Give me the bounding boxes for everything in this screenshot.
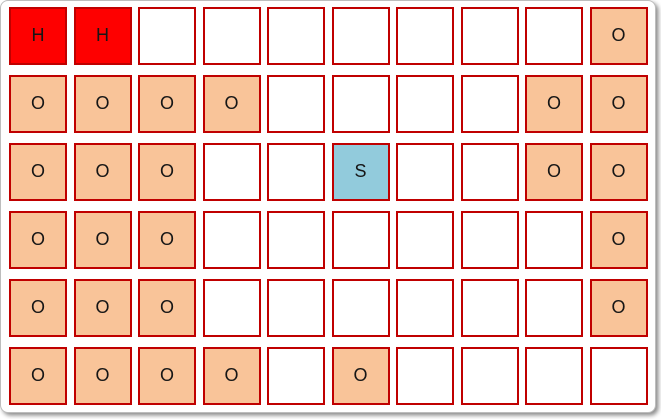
empty-cell[interactable] <box>460 279 519 337</box>
cell-label: S <box>354 161 367 181</box>
empty-cell[interactable] <box>267 143 325 201</box>
cell-label: O <box>159 229 174 249</box>
empty-cell[interactable] <box>396 347 454 405</box>
marked-cell[interactable]: O <box>589 75 648 133</box>
marked-cell[interactable]: O <box>138 143 196 201</box>
marked-cell[interactable]: O <box>138 75 196 133</box>
cell-label: O <box>30 93 45 113</box>
cell-label: O <box>159 297 174 317</box>
empty-cell[interactable] <box>267 75 325 133</box>
empty-cell[interactable] <box>396 279 454 337</box>
empty-cell[interactable] <box>525 211 583 269</box>
marked-cell[interactable]: O <box>138 211 196 269</box>
empty-cell[interactable] <box>202 7 261 65</box>
marked-cell[interactable]: O <box>202 75 261 133</box>
marked-cell[interactable]: O <box>589 211 648 269</box>
empty-cell[interactable] <box>525 7 583 65</box>
marked-cell[interactable]: O <box>138 279 196 337</box>
empty-cell[interactable] <box>460 7 519 65</box>
marked-cell[interactable]: O <box>589 143 648 201</box>
cell-label: O <box>159 365 174 385</box>
cell-label: O <box>224 93 239 113</box>
marked-cell[interactable]: O <box>9 75 67 133</box>
start-cell[interactable]: S <box>331 143 390 201</box>
empty-cell[interactable] <box>396 143 454 201</box>
marked-cell[interactable]: O <box>9 347 67 405</box>
cell-label: H <box>96 25 109 45</box>
marked-cell[interactable]: O <box>9 143 67 201</box>
cell-label: O <box>611 297 626 317</box>
marked-cell[interactable]: O <box>9 279 67 337</box>
empty-cell[interactable] <box>267 211 325 269</box>
empty-cell[interactable] <box>202 143 261 201</box>
marked-cell[interactable]: O <box>73 279 132 337</box>
empty-cell[interactable] <box>138 7 196 65</box>
empty-cell[interactable] <box>396 75 454 133</box>
cell-label: O <box>611 93 626 113</box>
cell-label: O <box>353 365 368 385</box>
empty-cell[interactable] <box>525 347 583 405</box>
empty-cell[interactable] <box>589 347 648 405</box>
empty-cell[interactable] <box>267 347 325 405</box>
cell-label: O <box>95 297 110 317</box>
cell-label: O <box>546 161 561 181</box>
marked-cell[interactable]: O <box>525 143 583 201</box>
marked-cell[interactable]: O <box>202 347 261 405</box>
cell-label: O <box>611 25 626 45</box>
cell-label: O <box>159 161 174 181</box>
empty-cell[interactable] <box>202 279 261 337</box>
hazard-cell[interactable]: H <box>9 7 67 65</box>
cell-label: O <box>95 229 110 249</box>
marked-cell[interactable]: O <box>589 279 648 337</box>
marked-cell[interactable]: O <box>73 211 132 269</box>
marked-cell[interactable]: O <box>9 211 67 269</box>
cell-label: O <box>30 161 45 181</box>
empty-cell[interactable] <box>460 347 519 405</box>
game-grid: H H O O O O O O O O O O S O O O O O O O O O O O O O O O <box>9 7 648 405</box>
empty-cell[interactable] <box>202 211 261 269</box>
cell-label: O <box>546 93 561 113</box>
game-board-canvas: H H O O O O O O O O O O S O O O O O O O O O O O O O O O <box>0 0 656 413</box>
empty-cell[interactable] <box>396 211 454 269</box>
empty-cell[interactable] <box>331 279 390 337</box>
cell-label: O <box>30 229 45 249</box>
cell-label: O <box>95 93 110 113</box>
empty-cell[interactable] <box>460 75 519 133</box>
cell-label: O <box>30 365 45 385</box>
cell-label: O <box>611 161 626 181</box>
hazard-cell[interactable]: H <box>73 7 132 65</box>
marked-cell[interactable]: O <box>525 75 583 133</box>
empty-cell[interactable] <box>331 75 390 133</box>
marked-cell[interactable]: O <box>331 347 390 405</box>
empty-cell[interactable] <box>267 7 325 65</box>
cell-label: O <box>159 93 174 113</box>
marked-cell[interactable]: O <box>73 75 132 133</box>
empty-cell[interactable] <box>267 279 325 337</box>
cell-label: O <box>224 365 239 385</box>
cell-label: O <box>95 161 110 181</box>
cell-label: H <box>31 25 45 45</box>
cell-label: O <box>30 297 45 317</box>
marked-cell[interactable]: O <box>73 143 132 201</box>
empty-cell[interactable] <box>331 7 390 65</box>
empty-cell[interactable] <box>525 279 583 337</box>
marked-cell[interactable]: O <box>138 347 196 405</box>
empty-cell[interactable] <box>331 211 390 269</box>
empty-cell[interactable] <box>396 7 454 65</box>
marked-cell[interactable]: O <box>589 7 648 65</box>
cell-label: O <box>611 229 626 249</box>
empty-cell[interactable] <box>460 211 519 269</box>
empty-cell[interactable] <box>460 143 519 201</box>
cell-label: O <box>95 365 110 385</box>
marked-cell[interactable]: O <box>73 347 132 405</box>
